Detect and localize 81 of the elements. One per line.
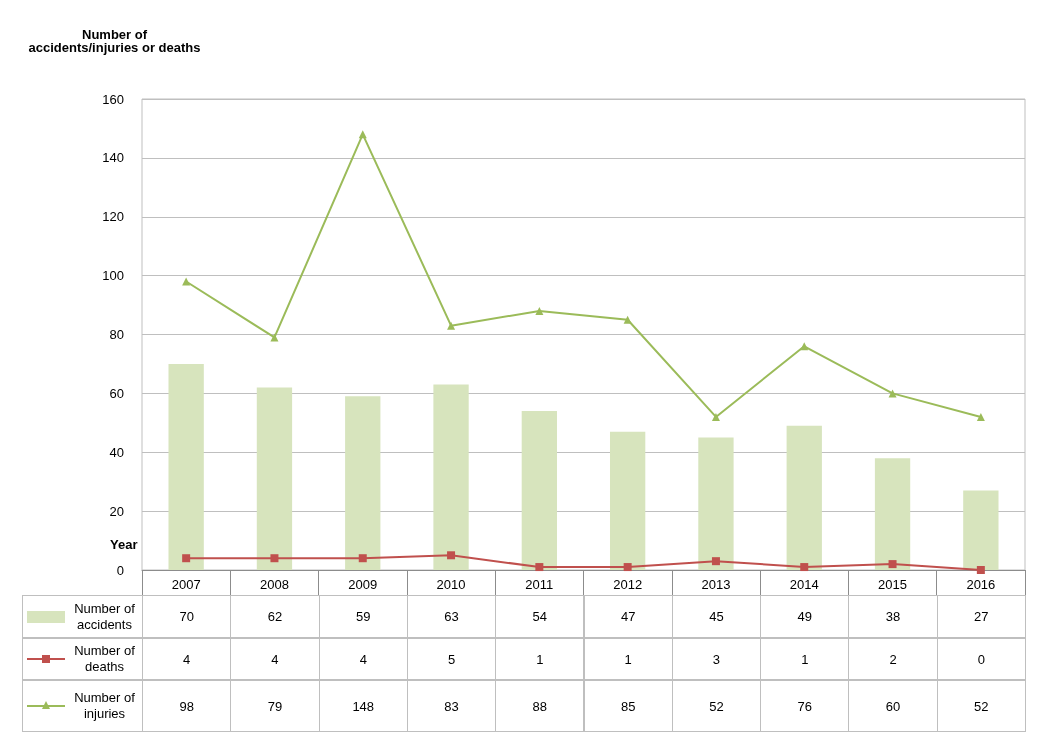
data-label: 27 xyxy=(936,595,1026,638)
data-label: 2 xyxy=(848,638,938,680)
y-tick-label: 60 xyxy=(109,385,124,401)
data-label: 88 xyxy=(495,680,585,732)
data-label: 63 xyxy=(406,595,497,638)
bar xyxy=(256,387,293,570)
data-label: 59 xyxy=(318,595,408,638)
legend-label: Number of accidents xyxy=(73,600,136,633)
y-tick-label: 100 xyxy=(102,268,124,284)
y-axis-title: Number of accidents/injuries or deaths xyxy=(28,27,201,55)
x-tick-label: 2007 xyxy=(171,577,201,592)
point xyxy=(358,554,367,563)
data-label: 52 xyxy=(671,680,762,732)
data-label: 98 xyxy=(142,680,232,732)
point xyxy=(976,412,985,421)
y-tick-label: 120 xyxy=(102,209,124,225)
x-tick-label: 2016 xyxy=(966,577,996,592)
point xyxy=(623,315,632,324)
y-tick-label: 20 xyxy=(109,503,124,519)
x-axis-title: Year xyxy=(110,537,138,552)
bar xyxy=(786,425,822,570)
bar xyxy=(874,458,911,570)
data-label: 4 xyxy=(230,638,320,680)
data-label: 4 xyxy=(318,638,408,680)
data-label: 52 xyxy=(936,680,1026,732)
data-label: 60 xyxy=(848,680,938,732)
point xyxy=(711,412,720,421)
data-label: 4 xyxy=(142,638,232,680)
point xyxy=(976,566,985,574)
x-tick-label: 2012 xyxy=(613,577,643,592)
bar xyxy=(345,396,381,570)
data-label: 0 xyxy=(936,638,1026,680)
y-tick-label: 160 xyxy=(102,91,124,107)
data-label: 5 xyxy=(406,638,497,680)
legend-label: Number of injuries xyxy=(73,690,136,722)
x-tick-label: 2014 xyxy=(789,577,819,592)
point xyxy=(182,554,191,563)
point xyxy=(535,563,544,572)
data-label: 38 xyxy=(848,595,938,638)
point xyxy=(535,306,544,315)
point xyxy=(711,557,720,566)
data-label: 3 xyxy=(671,638,762,680)
data-label: 62 xyxy=(230,595,320,638)
bar xyxy=(963,490,999,570)
y-tick-label: 80 xyxy=(109,327,124,342)
x-tick-label: 2009 xyxy=(348,577,378,592)
point xyxy=(447,551,456,560)
bar xyxy=(521,411,558,570)
data-label: 70 xyxy=(142,595,232,638)
point xyxy=(888,560,897,569)
data-label: 45 xyxy=(671,595,762,638)
data-label: 47 xyxy=(583,595,673,638)
bar xyxy=(168,363,204,570)
data-label: 79 xyxy=(230,680,320,732)
data-label: 54 xyxy=(495,595,585,638)
bar xyxy=(433,384,469,570)
point xyxy=(888,389,897,398)
data-label: 49 xyxy=(760,595,850,638)
point xyxy=(800,563,809,572)
y-tick-label: 140 xyxy=(102,150,124,166)
bar xyxy=(698,437,734,570)
point xyxy=(182,277,191,286)
data-label: 85 xyxy=(583,680,673,732)
x-tick-label: 2010 xyxy=(436,577,466,592)
y-tick-label: 0 xyxy=(116,562,124,578)
data-label: 1 xyxy=(583,638,673,680)
point xyxy=(623,563,632,572)
x-tick-label: 2013 xyxy=(701,577,731,592)
legend-label: Number of deaths xyxy=(73,643,136,675)
bar xyxy=(609,431,646,570)
point xyxy=(270,554,279,563)
data-label: 83 xyxy=(406,680,497,732)
data-label: 76 xyxy=(760,680,850,732)
data-label: 148 xyxy=(318,680,408,732)
data-label: 1 xyxy=(760,638,850,680)
point xyxy=(447,321,456,330)
data-label: 1 xyxy=(495,638,585,680)
x-tick-label: 2015 xyxy=(878,577,908,592)
x-tick-label: 2011 xyxy=(525,577,554,592)
y-tick-label: 40 xyxy=(109,444,124,460)
x-tick-label: 2008 xyxy=(259,577,289,592)
